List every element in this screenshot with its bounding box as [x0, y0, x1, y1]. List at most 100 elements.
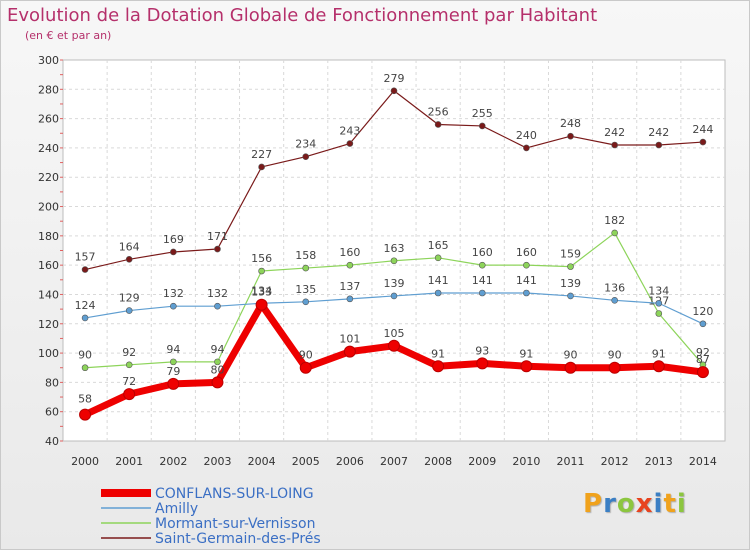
data-point — [125, 361, 133, 369]
x-tick-label: 2007 — [380, 455, 408, 468]
legend-label: Amilly — [155, 501, 198, 517]
data-label: 159 — [560, 248, 581, 261]
data-label: 256 — [428, 105, 449, 118]
data-label: 91 — [519, 347, 533, 360]
y-tick-label: 300 — [38, 54, 59, 67]
data-point — [520, 360, 533, 373]
data-point — [81, 364, 89, 372]
data-point — [346, 295, 354, 303]
data-point — [79, 408, 92, 421]
data-label: 171 — [207, 230, 228, 243]
data-point — [299, 361, 312, 374]
data-label: 72 — [122, 375, 136, 388]
data-label: 141 — [516, 274, 537, 287]
x-tick-label: 2004 — [248, 455, 276, 468]
legend-label: CONFLANS-SUR-LOING — [155, 486, 314, 502]
data-label: 240 — [516, 129, 537, 142]
chart-subtitle: (en € et par an) — [25, 29, 112, 42]
data-point — [523, 144, 530, 152]
y-tick-label: 200 — [38, 201, 59, 214]
data-label: 160 — [516, 246, 537, 259]
y-tick-label: 60 — [45, 406, 59, 419]
data-label: 87 — [696, 353, 710, 366]
data-label: 141 — [428, 274, 449, 287]
data-point — [608, 361, 621, 374]
data-point — [655, 141, 663, 149]
data-label: 105 — [384, 327, 405, 340]
proxiti-logo: Proxiti — [583, 489, 687, 519]
data-label: 132 — [163, 287, 184, 300]
data-label: 160 — [339, 246, 360, 259]
data-label: 157 — [75, 251, 96, 264]
data-point — [434, 254, 442, 262]
data-point — [567, 292, 574, 300]
data-point — [611, 297, 618, 304]
data-point — [211, 376, 224, 389]
data-label: 91 — [652, 347, 666, 360]
y-tick-label: 240 — [38, 142, 59, 155]
data-point — [564, 361, 577, 374]
data-point — [478, 289, 486, 297]
data-label: 243 — [339, 125, 360, 138]
y-tick-label: 180 — [38, 230, 59, 243]
data-label: 132 — [207, 287, 228, 300]
data-point — [302, 298, 310, 306]
data-point — [123, 388, 136, 401]
logo-letter: t — [663, 489, 677, 519]
data-point — [343, 345, 356, 358]
data-point — [388, 339, 400, 352]
x-tick-label: 2003 — [203, 455, 231, 468]
y-tick-label: 260 — [38, 113, 59, 126]
x-tick-label: 2000 — [71, 455, 99, 468]
data-label: 163 — [384, 242, 405, 255]
data-point — [390, 87, 398, 95]
data-label: 139 — [384, 277, 405, 290]
data-point — [125, 307, 133, 314]
data-point — [699, 320, 707, 328]
data-label: 242 — [648, 126, 669, 139]
data-point — [125, 255, 133, 263]
x-tick-label: 2013 — [645, 455, 673, 468]
data-label: 134 — [648, 284, 669, 297]
data-point — [696, 366, 709, 379]
data-label: 58 — [78, 393, 92, 406]
data-point — [214, 358, 221, 366]
data-point — [302, 153, 310, 161]
data-point — [478, 261, 486, 269]
data-label: 124 — [75, 299, 96, 312]
data-point — [81, 314, 89, 322]
data-label: 133 — [251, 286, 272, 299]
data-label: 136 — [604, 281, 625, 294]
data-label: 137 — [339, 280, 360, 293]
data-label: 182 — [604, 214, 625, 227]
data-point — [567, 132, 574, 140]
legend-label: Mormant-sur-Vernisson — [155, 516, 315, 532]
x-tick-label: 2001 — [115, 455, 143, 468]
data-point — [214, 245, 221, 253]
data-label: 90 — [299, 349, 313, 362]
data-label: 91 — [431, 347, 445, 360]
data-point — [699, 138, 707, 146]
data-label: 80 — [210, 363, 224, 376]
x-tick-label: 2010 — [512, 455, 540, 468]
data-label: 129 — [119, 292, 140, 305]
y-tick-label: 80 — [45, 376, 59, 389]
data-point — [655, 299, 663, 307]
x-tick-label: 2011 — [557, 455, 585, 468]
data-label: 139 — [560, 277, 581, 290]
y-tick-label: 40 — [45, 435, 59, 448]
data-point — [302, 264, 310, 272]
data-point — [434, 289, 442, 297]
data-point — [567, 263, 574, 270]
y-tick-label: 280 — [38, 83, 59, 96]
data-point — [258, 267, 265, 275]
data-point — [170, 302, 177, 310]
y-tick-label: 160 — [38, 259, 59, 272]
x-tick-label: 2009 — [468, 455, 496, 468]
data-label: 227 — [251, 148, 272, 161]
data-label: 90 — [564, 349, 578, 362]
data-label: 234 — [295, 138, 316, 151]
x-tick-label: 2008 — [424, 455, 452, 468]
